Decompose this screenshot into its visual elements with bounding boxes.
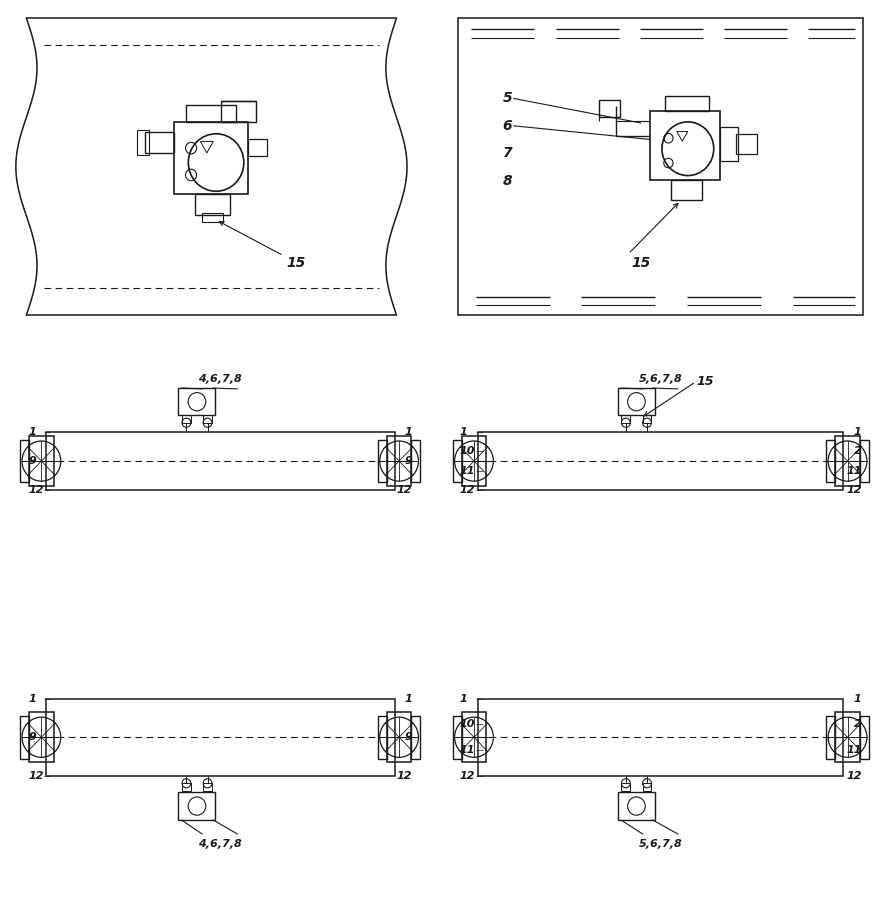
Bar [665, 96, 709, 111]
Bar [387, 436, 411, 486]
Text: 15: 15 [286, 256, 306, 270]
Circle shape [642, 779, 651, 788]
Bar [378, 440, 387, 482]
Text: 2: 2 [854, 446, 862, 456]
Bar [478, 432, 843, 490]
Bar [826, 716, 835, 759]
Bar [621, 415, 630, 423]
Text: 12: 12 [396, 771, 412, 781]
Circle shape [621, 418, 630, 427]
Bar [826, 440, 835, 482]
Text: 11: 11 [846, 466, 862, 476]
Text: 11: 11 [846, 745, 862, 755]
Text: 12: 12 [846, 486, 862, 495]
Bar [182, 415, 191, 423]
Text: 2: 2 [854, 719, 862, 729]
Text: 11: 11 [460, 466, 476, 476]
Text: 1: 1 [460, 694, 468, 704]
Bar [46, 698, 395, 776]
Text: 1: 1 [404, 427, 412, 436]
Bar [411, 716, 420, 759]
Bar [29, 436, 54, 486]
Bar [20, 716, 29, 759]
Text: 10: 10 [460, 719, 476, 729]
Bar [618, 792, 655, 820]
Text: 1: 1 [28, 427, 36, 436]
Text: 12: 12 [28, 486, 44, 495]
Text: 10: 10 [460, 446, 476, 456]
Bar [179, 792, 216, 820]
Text: 1: 1 [460, 427, 468, 436]
Text: 12: 12 [460, 486, 476, 495]
Text: 9: 9 [404, 732, 412, 742]
Bar [202, 213, 223, 223]
Bar [144, 131, 174, 153]
Circle shape [642, 418, 651, 427]
Bar [179, 388, 216, 415]
Bar [835, 712, 860, 762]
Text: 1: 1 [854, 694, 862, 704]
Bar [195, 194, 230, 215]
Bar [220, 100, 255, 121]
Text: 12: 12 [460, 771, 476, 781]
Bar [411, 440, 420, 482]
Bar [860, 716, 869, 759]
Bar [204, 415, 212, 423]
Text: 9: 9 [28, 732, 36, 742]
Bar [642, 783, 651, 791]
Bar [671, 181, 701, 200]
Bar [599, 100, 620, 117]
Bar [29, 712, 54, 762]
Bar [860, 440, 869, 482]
Text: 1: 1 [28, 694, 36, 704]
Bar [378, 716, 387, 759]
Bar [720, 127, 738, 162]
Text: 5,6,7,8: 5,6,7,8 [639, 374, 683, 384]
Text: 7: 7 [503, 146, 513, 160]
Bar [737, 134, 757, 153]
Text: 5: 5 [503, 91, 513, 105]
Text: 1: 1 [404, 694, 412, 704]
Bar [835, 436, 860, 486]
Bar [137, 130, 149, 155]
Text: 11: 11 [460, 745, 476, 755]
Bar [182, 783, 191, 791]
Bar [248, 139, 267, 156]
Circle shape [621, 779, 630, 788]
Text: 8: 8 [503, 173, 513, 187]
Text: 5,6,7,8: 5,6,7,8 [639, 839, 683, 849]
Text: 6: 6 [503, 119, 513, 132]
Bar [186, 104, 236, 121]
Bar [458, 18, 863, 315]
Text: 9: 9 [404, 456, 412, 466]
Circle shape [182, 418, 191, 427]
Circle shape [204, 418, 212, 427]
Bar [174, 121, 248, 194]
Bar [462, 712, 486, 762]
Bar [453, 440, 462, 482]
Bar [204, 783, 212, 791]
Bar [478, 698, 843, 776]
Text: 15: 15 [631, 256, 650, 270]
Bar [46, 432, 395, 490]
Text: 1: 1 [854, 427, 862, 436]
Bar [650, 111, 720, 181]
Bar [453, 716, 462, 759]
Circle shape [204, 779, 212, 788]
Bar [642, 415, 651, 423]
Bar [387, 712, 411, 762]
Text: 15: 15 [696, 375, 714, 388]
Text: 12: 12 [28, 771, 44, 781]
Text: 12: 12 [846, 771, 862, 781]
Text: 12: 12 [396, 486, 412, 495]
Text: 9: 9 [28, 456, 36, 466]
Circle shape [182, 779, 191, 788]
Bar [621, 783, 630, 791]
Text: 4,6,7,8: 4,6,7,8 [198, 374, 242, 384]
Bar [462, 436, 486, 486]
Bar [618, 388, 655, 415]
Text: 4,6,7,8: 4,6,7,8 [198, 839, 242, 849]
Bar [20, 440, 29, 482]
